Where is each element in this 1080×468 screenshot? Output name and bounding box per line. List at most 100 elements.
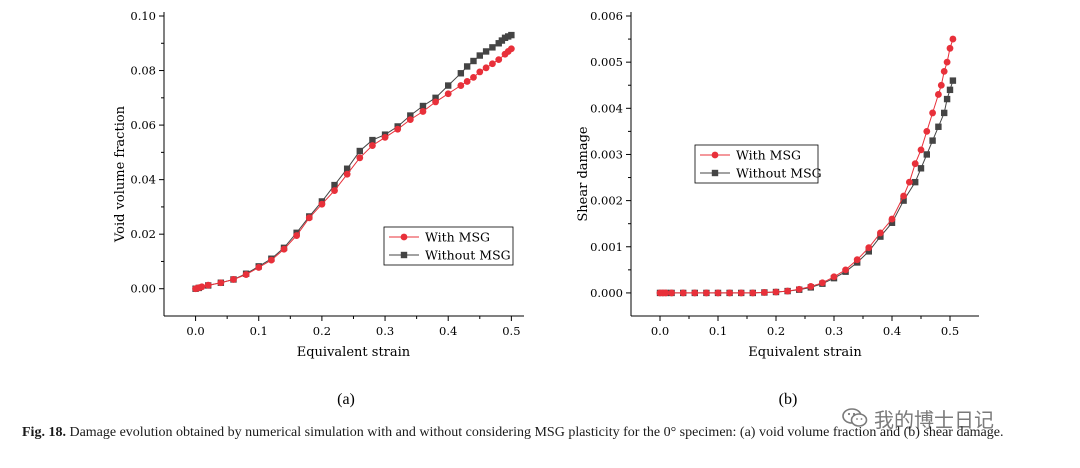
data-point	[853, 256, 861, 264]
data-point	[877, 233, 884, 240]
data-point	[356, 147, 363, 155]
chart-panel-b: 0.0 0.1 0.2 0.3 0.4 0.5 0.000 0.001 0.002 0.003 0.…	[576, 9, 979, 360]
data-point	[495, 56, 503, 64]
x-tick-label: 0.3	[376, 324, 394, 338]
watermark-text: 我的博士日记	[874, 407, 994, 432]
data-point	[923, 151, 930, 158]
data-point	[929, 109, 936, 117]
data-point	[508, 31, 515, 39]
data-point	[457, 82, 465, 89]
data-point	[911, 160, 919, 168]
x-tick-label: 0.1	[709, 324, 727, 338]
watermark: 我的博士日记	[838, 404, 998, 432]
legend-label: Without MSG	[425, 248, 511, 263]
data-point	[943, 95, 951, 103]
legend: With MSG Without MSG	[694, 144, 822, 184]
x-tick-label: 0.4	[883, 324, 901, 338]
x-tick-label: 0.3	[825, 324, 843, 338]
x-tick-label: 0.0	[186, 324, 204, 338]
data-point	[935, 91, 942, 98]
data-point	[482, 48, 490, 55]
x-tick-label: 0.5	[941, 324, 959, 338]
data-point	[318, 200, 326, 208]
x-tick-label: 0.2	[767, 324, 785, 338]
data-point	[772, 288, 780, 296]
data-point	[305, 214, 313, 222]
data-point	[369, 136, 376, 144]
data-point	[419, 102, 427, 110]
x-axis-label: Equivalent strain	[748, 345, 862, 360]
panel-label: (b)	[779, 391, 798, 408]
legend-marker	[711, 169, 719, 177]
data-point	[507, 45, 515, 53]
figure-caption: Fig. 18. Damage evolution obtained by nu…	[22, 424, 1072, 441]
x-tick-label: 0.1	[250, 324, 268, 338]
data-point	[946, 86, 954, 94]
data-point	[463, 78, 471, 85]
x-tick-label: 0.0	[651, 324, 669, 338]
y-tick-label: 0.04	[130, 173, 156, 187]
data-point	[444, 90, 452, 98]
y-tick-label: 0.06	[130, 118, 156, 132]
legend-box	[383, 226, 514, 266]
data-point	[198, 283, 206, 291]
data-point	[703, 289, 710, 297]
series-line	[660, 80, 954, 294]
data-point	[877, 229, 884, 237]
data-point	[943, 58, 951, 66]
data-point	[293, 232, 301, 239]
data-point	[865, 248, 872, 255]
legend-marker	[400, 233, 408, 241]
data-point	[489, 44, 496, 51]
y-tick-label: 0.002	[590, 194, 623, 208]
data-point	[343, 165, 351, 172]
data-point	[917, 146, 925, 154]
data-point	[476, 68, 484, 76]
data-point	[749, 289, 757, 297]
data-point	[941, 109, 948, 117]
data-point	[255, 264, 263, 271]
data-point	[900, 197, 907, 204]
data-point	[470, 73, 477, 81]
data-point	[407, 112, 414, 119]
y-axis-label: Void volume fraction	[113, 105, 128, 243]
data-point	[662, 289, 670, 297]
data-point	[369, 142, 376, 149]
data-point	[470, 57, 477, 65]
data-point	[865, 244, 873, 252]
data-point	[668, 289, 675, 297]
data-point	[356, 154, 364, 162]
x-tick-label: 0.5	[502, 324, 520, 338]
data-point	[217, 279, 225, 287]
caption-text: Damage evolution obtained by numerical s…	[69, 425, 1004, 440]
data-point	[406, 116, 414, 124]
data-point	[204, 281, 212, 289]
x-tick-label: 0.4	[439, 324, 457, 338]
data-point	[917, 165, 925, 172]
data-point	[457, 70, 465, 77]
data-point	[900, 192, 907, 200]
data-point	[343, 170, 351, 178]
caption-label: Fig. 18.	[22, 425, 66, 440]
y-tick-label: 0.004	[590, 101, 623, 115]
legend-marker	[400, 251, 408, 259]
data-point	[445, 82, 452, 89]
series-line	[195, 48, 512, 290]
series-with-msg	[656, 35, 957, 297]
data-point	[795, 285, 803, 293]
data-point	[267, 256, 275, 264]
data-point	[489, 60, 496, 68]
data-point	[929, 137, 936, 144]
legend-marker	[711, 151, 719, 159]
data-point	[946, 44, 954, 52]
x-tick-label: 0.2	[313, 324, 331, 338]
data-point	[432, 98, 439, 106]
legend-label: With MSG	[425, 230, 490, 245]
y-tick-label: 0.10	[130, 9, 156, 23]
series-with-msg	[192, 45, 515, 293]
data-point	[949, 77, 957, 84]
legend-label: Without MSG	[736, 166, 822, 181]
wechat-icon	[842, 408, 868, 427]
y-tick-label: 0.005	[590, 55, 623, 69]
